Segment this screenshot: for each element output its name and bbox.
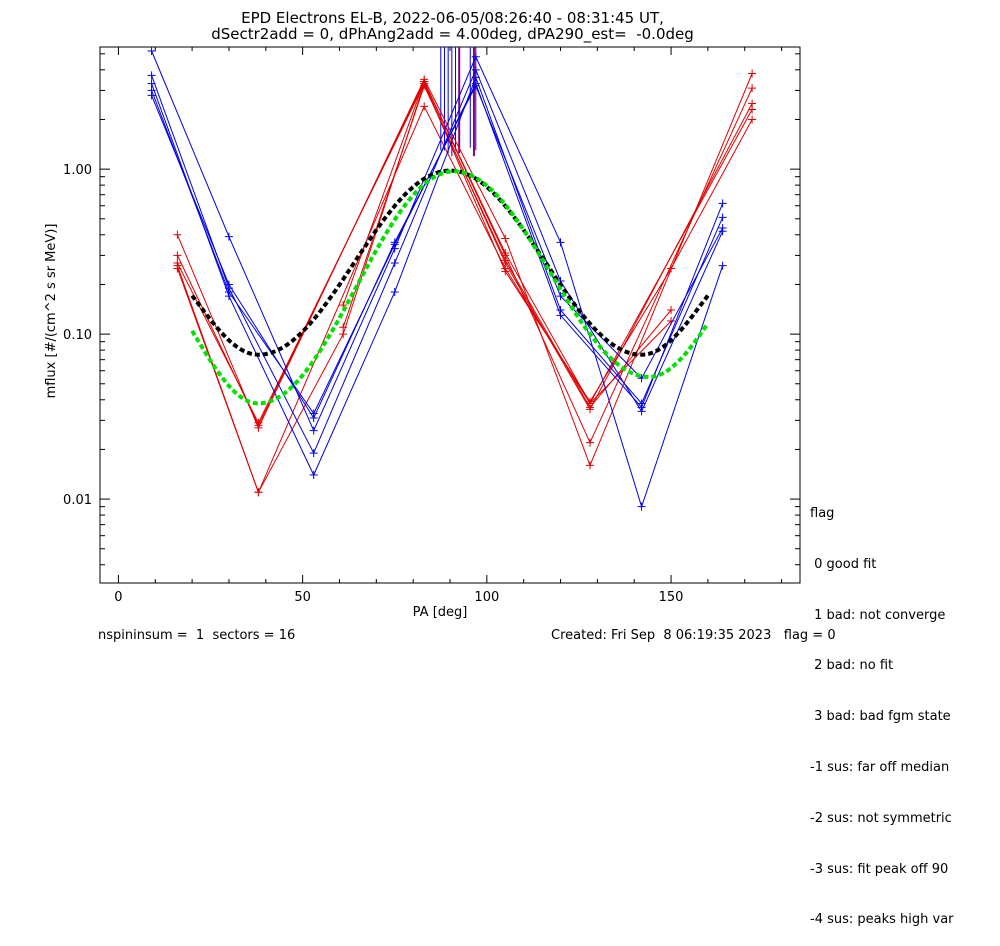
red-series-point: [501, 249, 510, 258]
red-series-point: [586, 461, 594, 470]
blue-series-point: [718, 213, 727, 222]
y-axis-label: mflux [#/(cm^2 s sr MeV)]: [44, 224, 59, 399]
red-series-point: [501, 267, 510, 276]
legend-item: 0 good fit: [810, 556, 877, 572]
x-axis-label: PA [deg]: [413, 605, 468, 620]
x-tick-label: 0: [114, 590, 122, 605]
x-tick-label: 50: [294, 590, 311, 605]
red-series-point: [748, 84, 757, 93]
blue-series-point: [637, 403, 646, 412]
red-series-point: [254, 418, 263, 427]
plot-frame: [99, 46, 801, 584]
red-series-point: [748, 105, 757, 114]
blue-series-line: [151, 68, 724, 455]
blue-series-point: [718, 261, 727, 270]
legend-item: 3 bad: bad fgm state: [810, 709, 951, 725]
red-series-point: [501, 234, 510, 243]
blue-series-point: [718, 199, 727, 208]
chart-title-line1: EPD Electrons EL-B, 2022-06-05/08:26:40 …: [241, 9, 664, 27]
blue-series-point: [224, 288, 233, 297]
blue-series-point: [309, 426, 318, 435]
blue-series-point: [390, 288, 399, 297]
chart-title-line2: dSectr2add = 0, dPhAng2add = 4.00deg, dP…: [211, 25, 694, 43]
red-series-point: [501, 256, 510, 265]
legend-title: flag: [810, 506, 835, 521]
green-fit-curve: [190, 169, 710, 406]
red-series-line: [176, 82, 753, 424]
red-series-point: [748, 115, 757, 124]
blue-series-line: [151, 50, 724, 509]
x-tick-label: 100: [474, 590, 499, 605]
red-series-point: [586, 399, 594, 408]
legend-item: -1 sus: far off median: [810, 759, 950, 775]
red-series-point: [339, 323, 348, 332]
legend: flag 0 good fit 1 bad: not converge 2 ba…: [810, 470, 954, 946]
legend-item: -2 sus: not symmetric: [810, 810, 952, 826]
red-series-point: [173, 261, 182, 270]
red-series-point: [339, 330, 348, 339]
blue-series-point: [224, 280, 233, 289]
blue-series-point: [390, 258, 399, 267]
footer-left: nspininsum = 1 sectors = 16: [98, 628, 296, 643]
blue-series-point: [309, 414, 318, 423]
red-series-line: [176, 80, 753, 444]
legend-item: 1 bad: not converge: [810, 607, 946, 623]
legend-item: -4 sus: peaks high var: [810, 912, 954, 928]
blue-series-point: [390, 238, 399, 247]
y-tick-label: 1.00: [63, 163, 92, 178]
legend-item: -3 sus: fit peak off 90: [810, 861, 949, 877]
blue-series-point: [147, 71, 156, 80]
blue-series-point: [637, 502, 646, 511]
red-series-point: [420, 77, 429, 86]
blue-series-point: [471, 52, 480, 61]
red-series-point: [173, 230, 182, 239]
blue-series-point: [471, 65, 480, 74]
footer-right: Created: Fri Sep 8 06:19:35 2023 flag = …: [551, 628, 836, 643]
blue-series-point: [471, 81, 480, 90]
blue-series-point: [147, 47, 156, 56]
blue-series-point: [309, 449, 318, 458]
black-fit-curve: [190, 168, 710, 357]
red-series-point: [420, 102, 429, 111]
blue-series-point: [556, 311, 565, 320]
red-series-line: [176, 82, 753, 494]
legend-item: 2 bad: no fit: [810, 658, 894, 674]
y-tick-label: 0.01: [63, 493, 92, 508]
blue-series-line: [151, 75, 724, 477]
blue-series-point: [718, 223, 727, 232]
red-series-line: [176, 73, 753, 467]
red-series-point: [254, 488, 263, 497]
blue-series-line: [151, 84, 724, 420]
blue-series-point: [309, 470, 318, 479]
red-series-point: [748, 69, 757, 78]
x-tick-label: 150: [659, 590, 684, 605]
y-tick-label: 0.10: [63, 328, 92, 343]
blue-series-point: [224, 232, 233, 241]
blue-series-point: [556, 238, 565, 247]
blue-series-point: [147, 79, 156, 88]
blue-series-point: [147, 91, 156, 100]
red-series-point: [586, 438, 594, 447]
red-series-point: [667, 264, 676, 273]
chart-svg: 0 50 100 150 0.01 0.10 1.00 PA [deg] mflux [#/(c…: [44, 46, 801, 620]
red-series-point: [667, 306, 676, 315]
red-series-point: [173, 251, 182, 260]
